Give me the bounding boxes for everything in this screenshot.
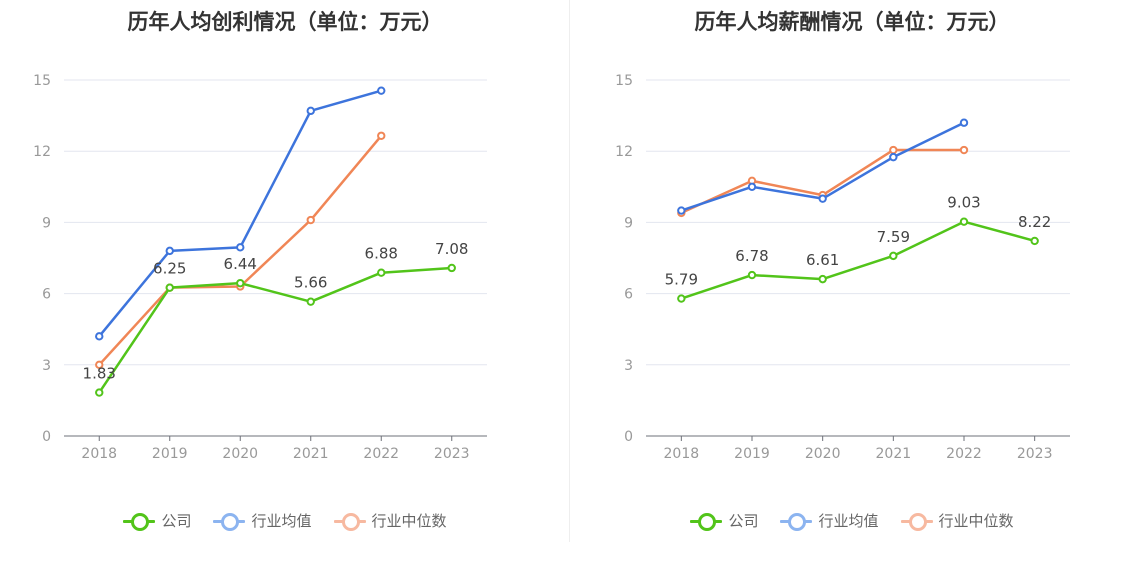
- data-label: 6.25: [153, 260, 186, 278]
- data-point: [377, 268, 386, 277]
- salary-chart-plot: 0 3 6 9 12 15 2018 2019 2020 2021 2022 2023 5.79 6.78…: [615, 73, 1070, 462]
- data-point: [95, 388, 104, 397]
- salary-per-capita-chart: 历年人均薪酬情况（单位：万元） 0 3 6 9 12 15 2018 2019 2020 2021…: [570, 0, 1134, 582]
- data-label: 6.88: [365, 245, 398, 263]
- x-tick-label: 2021: [876, 446, 912, 462]
- data-point: [165, 246, 174, 256]
- data-label: 8.22: [1018, 213, 1051, 231]
- legend-item-industry-median[interactable]: 行业中位数: [900, 510, 1014, 531]
- legend-industry-median-icon: [333, 512, 366, 531]
- y-tick-label: 3: [42, 358, 51, 374]
- y-tick-label: 0: [624, 429, 633, 445]
- panel-divider: [569, 0, 570, 542]
- data-point: [889, 251, 898, 261]
- chart-legend: 公司 行业均值 行业中位数: [0, 510, 570, 531]
- data-point: [95, 332, 104, 341]
- legend-label: 行业均值: [251, 512, 312, 530]
- legend-label: 行业中位数: [938, 512, 1014, 530]
- x-tick-label: 2020: [805, 446, 841, 462]
- y-tick-label: 9: [624, 215, 633, 231]
- legend-item-industry-median[interactable]: 行业中位数: [333, 510, 447, 531]
- x-tick-label: 2023: [434, 446, 470, 462]
- x-tick-label: 2022: [363, 446, 399, 462]
- x-tick-label: 2020: [222, 446, 258, 462]
- x-tick-label: 2021: [293, 446, 329, 462]
- data-point: [377, 131, 386, 140]
- data-label: 6.78: [735, 247, 768, 265]
- data-point: [818, 274, 827, 284]
- series-line-2: [680, 148, 964, 215]
- legend-label: 行业均值: [818, 512, 879, 530]
- legend-company-icon: [123, 512, 156, 531]
- legend-item-company[interactable]: 公司: [123, 510, 191, 531]
- legend-company-icon: [690, 512, 723, 531]
- data-point: [236, 243, 245, 252]
- series-line-0: [98, 266, 452, 394]
- data-point: [959, 217, 969, 226]
- data-label: 9.03: [947, 194, 980, 212]
- chart-title: 历年人均创利情况（单位：万元）: [127, 10, 443, 34]
- data-point: [747, 182, 757, 192]
- data-point: [959, 145, 969, 155]
- x-tick-label: 2019: [734, 446, 770, 462]
- data-label: 6.44: [224, 255, 257, 273]
- data-point: [165, 283, 174, 292]
- y-tick-label: 6: [42, 287, 51, 303]
- y-tick-label: 12: [33, 144, 51, 160]
- data-label: 7.59: [877, 228, 910, 246]
- y-tick-label: 9: [42, 215, 51, 231]
- data-point: [818, 194, 827, 203]
- data-point: [677, 294, 686, 303]
- data-label: 1.83: [83, 365, 116, 383]
- y-tick-label: 15: [615, 73, 633, 89]
- y-tick-label: 0: [42, 429, 51, 445]
- profit-chart-plot: 0 3 6 9 12 15 2018 2019 2020 2021 2022 2023 1.83 6.25…: [33, 73, 487, 462]
- data-point: [236, 278, 245, 288]
- legend-industry-avg-icon: [213, 512, 246, 531]
- legend-industry-avg-icon: [780, 512, 813, 531]
- data-point: [889, 152, 898, 162]
- data-point: [1030, 236, 1039, 246]
- legend-item-industry-avg[interactable]: 行业均值: [780, 510, 879, 531]
- data-point: [377, 86, 386, 95]
- series-line-0: [680, 220, 1035, 300]
- y-tick-label: 3: [624, 358, 633, 374]
- chart-legend: 公司 行业均值 行业中位数: [570, 510, 1134, 531]
- legend-label: 公司: [161, 512, 192, 530]
- data-point: [306, 106, 315, 116]
- chart-title: 历年人均薪酬情况（单位：万元）: [694, 10, 1010, 34]
- legend-item-company[interactable]: 公司: [690, 510, 758, 531]
- x-tick-label: 2018: [81, 446, 117, 462]
- x-tick-label: 2018: [664, 446, 700, 462]
- data-point: [677, 206, 686, 215]
- x-tick-label: 2022: [946, 446, 982, 462]
- data-point: [306, 215, 315, 225]
- y-tick-label: 12: [615, 144, 633, 160]
- data-point: [889, 145, 898, 155]
- data-label: 5.79: [665, 271, 698, 289]
- data-point: [95, 360, 104, 369]
- y-tick-label: 6: [624, 287, 633, 303]
- legend-label: 行业中位数: [371, 512, 447, 530]
- y-tick-label: 15: [33, 73, 51, 89]
- legend-item-industry-avg[interactable]: 行业均值: [213, 510, 312, 531]
- data-label: 5.66: [294, 274, 327, 292]
- data-point: [959, 118, 969, 127]
- data-point: [447, 263, 456, 273]
- x-tick-label: 2019: [152, 446, 188, 462]
- data-label: 7.08: [435, 240, 468, 258]
- data-label: 6.61: [806, 251, 839, 269]
- series-line-1: [98, 89, 382, 338]
- data-point: [747, 270, 757, 280]
- data-point: [306, 297, 315, 306]
- legend-label: 公司: [728, 512, 759, 530]
- profit-per-capita-chart: 历年人均创利情况（单位：万元） 0 3 6 9 12 15 2018 2019 2020 2021…: [0, 10, 570, 531]
- legend-industry-median-icon: [900, 512, 933, 531]
- x-tick-label: 2023: [1017, 446, 1053, 462]
